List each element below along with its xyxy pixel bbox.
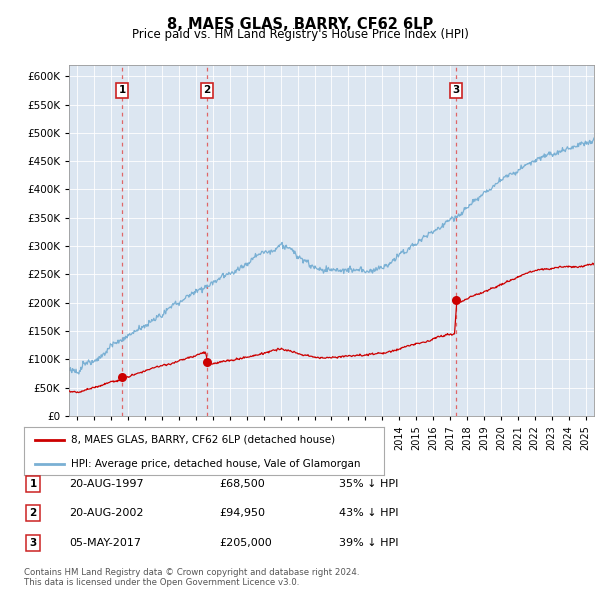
Text: 1: 1 [119, 86, 126, 96]
Text: 3: 3 [29, 538, 37, 548]
Text: 2: 2 [29, 509, 37, 518]
Text: 39% ↓ HPI: 39% ↓ HPI [339, 538, 398, 548]
Text: 35% ↓ HPI: 35% ↓ HPI [339, 479, 398, 489]
Text: £205,000: £205,000 [219, 538, 272, 548]
Text: 20-AUG-1997: 20-AUG-1997 [69, 479, 143, 489]
Text: £68,500: £68,500 [219, 479, 265, 489]
Text: Price paid vs. HM Land Registry's House Price Index (HPI): Price paid vs. HM Land Registry's House … [131, 28, 469, 41]
Text: £94,950: £94,950 [219, 509, 265, 518]
Text: HPI: Average price, detached house, Vale of Glamorgan: HPI: Average price, detached house, Vale… [71, 459, 360, 469]
Text: 2: 2 [203, 86, 211, 96]
Text: 8, MAES GLAS, BARRY, CF62 6LP (detached house): 8, MAES GLAS, BARRY, CF62 6LP (detached … [71, 435, 335, 445]
Text: 3: 3 [452, 86, 460, 96]
Text: Contains HM Land Registry data © Crown copyright and database right 2024.
This d: Contains HM Land Registry data © Crown c… [24, 568, 359, 587]
Text: 8, MAES GLAS, BARRY, CF62 6LP: 8, MAES GLAS, BARRY, CF62 6LP [167, 17, 433, 31]
Text: 1: 1 [29, 479, 37, 489]
Text: 43% ↓ HPI: 43% ↓ HPI [339, 509, 398, 518]
Text: 05-MAY-2017: 05-MAY-2017 [69, 538, 141, 548]
Text: 20-AUG-2002: 20-AUG-2002 [69, 509, 143, 518]
